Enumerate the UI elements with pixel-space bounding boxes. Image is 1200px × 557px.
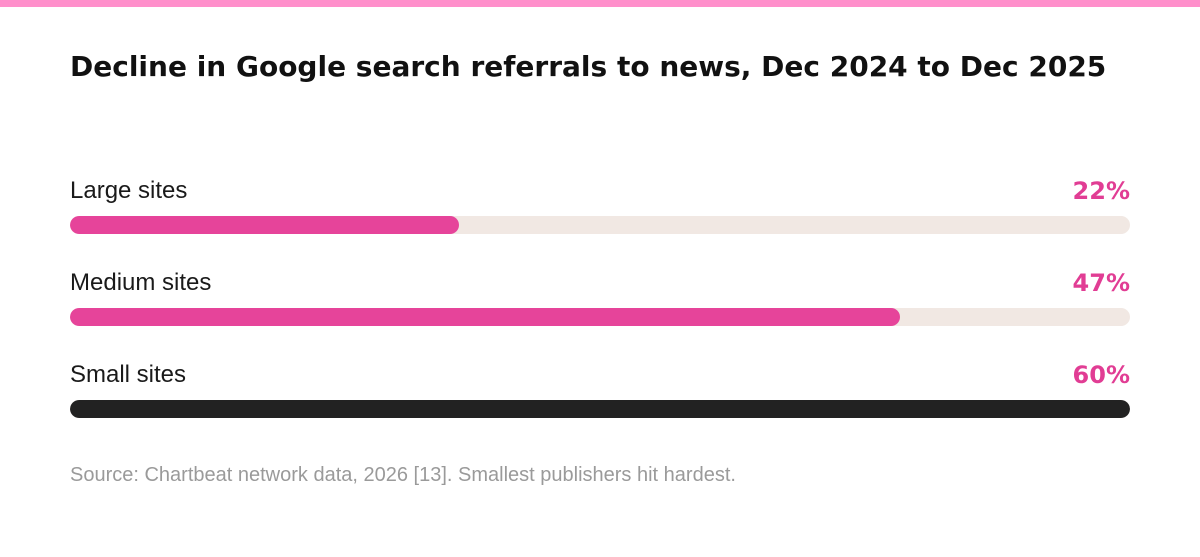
- bar-fill-small-sites: [70, 400, 1130, 418]
- bar-label-medium-sites: Medium sites: [70, 269, 212, 296]
- bar-track-medium-sites: [70, 308, 1130, 326]
- bar-row-small: Small sites 60%: [70, 358, 1130, 450]
- bar-row-header: Medium sites 47%: [70, 266, 1130, 300]
- bar-label-small-sites: Small sites: [70, 361, 187, 388]
- bar-track-small-sites: [70, 400, 1130, 418]
- bar-row-header: Large sites 22%: [70, 174, 1130, 208]
- bar-row-header: Small sites 60%: [70, 358, 1130, 392]
- chart-title: Decline in Google search referrals to ne…: [70, 50, 1107, 83]
- bar-track-large-sites: [70, 216, 1130, 234]
- bar-value-large-sites: 22%: [1072, 177, 1130, 205]
- bar-value-small-sites: 60%: [1072, 361, 1130, 389]
- source-note: Source: Chartbeat network data, 2026 [13…: [70, 464, 736, 486]
- bar-fill-large-sites: [70, 216, 459, 234]
- top-accent-bar: [0, 0, 1200, 7]
- bar-rows: Large sites 22% Medium sites 47% Small s…: [70, 174, 1130, 450]
- bar-row-medium: Medium sites 47%: [70, 266, 1130, 358]
- bar-row-large: Large sites 22%: [70, 174, 1130, 266]
- bar-label-large-sites: Large sites: [70, 177, 188, 204]
- bar-fill-medium-sites: [70, 308, 901, 326]
- bar-value-medium-sites: 47%: [1072, 269, 1130, 297]
